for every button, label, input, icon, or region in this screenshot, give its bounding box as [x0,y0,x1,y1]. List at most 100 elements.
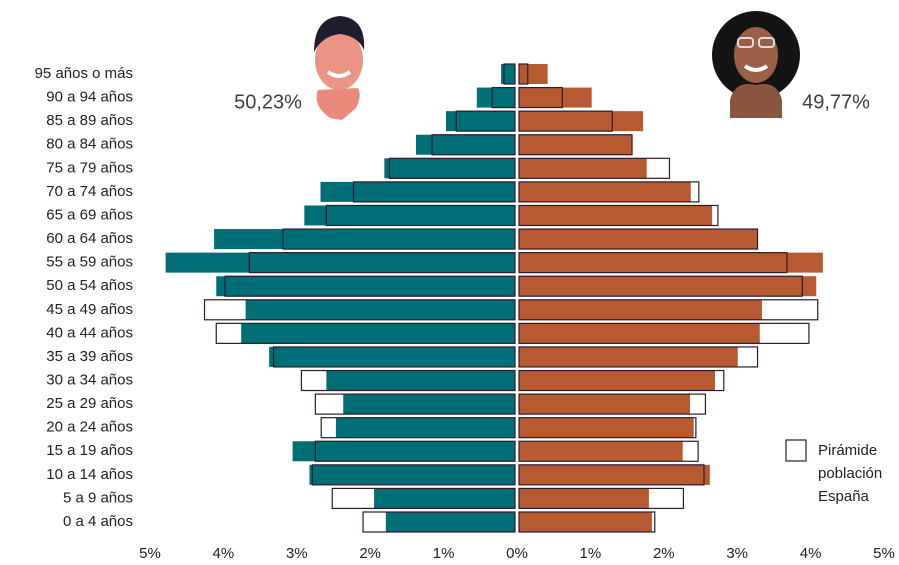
reference-outline [518,157,671,179]
bar [519,64,548,84]
reference-outline [518,252,788,274]
bar [519,276,817,297]
annotation: 50,23% [234,91,302,113]
category-label: 95 años o más [35,65,133,82]
category-label: 0 a 4 años [63,513,133,530]
bar [309,464,515,485]
bar [374,488,515,509]
bar [519,205,713,226]
reference-outline [431,134,516,156]
bar [519,87,592,108]
bar [519,394,691,415]
category-label: 55 a 59 años [46,254,133,271]
bar [519,464,710,485]
bar [216,276,515,297]
reference-outline [518,346,759,368]
category-label: 65 a 69 años [46,206,133,223]
reference-outline [320,417,516,439]
category-label: 75 a 79 años [46,159,133,176]
reference-outline [491,86,516,109]
bar [519,299,762,320]
x-tick-label: 4% [213,545,235,562]
reference-outline [518,369,725,392]
bar [519,229,758,250]
reference-outline [518,63,529,85]
bar [335,417,515,438]
bar [214,229,515,250]
category-label: 80 a 84 años [46,136,133,153]
reference-outline [518,110,613,132]
reference-outline [311,464,516,486]
reference-outline [362,511,516,533]
reference-outline [325,204,516,227]
reference-outline [518,322,810,344]
bar [292,441,515,462]
bar [519,512,652,532]
man-icon [314,16,365,120]
reference-outline [352,181,516,203]
bar [519,252,823,273]
bar [269,346,515,367]
reference-outline [518,440,699,462]
reference-outline [282,228,516,250]
x-tick-label: 2% [359,545,381,562]
category-label: 20 a 24 años [46,419,133,436]
reference-outline [518,511,656,533]
bar [326,370,515,391]
bar [245,299,515,320]
reference-outline [518,204,719,227]
reference-outline [518,275,803,297]
category-label: 25 a 29 años [46,395,133,412]
reference-outline [388,157,516,179]
bar [241,323,515,344]
reference-outline [331,487,516,510]
reference-outline [272,346,516,368]
legend-label: Pirámide población España [818,442,883,505]
x-tick-label: 5% [873,545,895,562]
bar [415,134,515,155]
reference-outline [203,299,516,321]
reference-outline [224,275,516,297]
reference-outline [300,369,516,392]
x-tick-label: 4% [800,545,822,562]
category-label: 40 a 44 años [46,324,133,341]
category-label: 15 a 19 años [46,442,133,459]
reference-outline [518,417,697,439]
category-label: 70 a 74 años [46,183,133,200]
bar [320,181,515,202]
category-label: 50 a 54 años [46,277,133,294]
reference-outline [248,252,516,274]
bar [385,512,515,532]
bar [519,323,760,344]
reference-outline [518,464,705,486]
bar [519,181,691,202]
category-label: 60 a 64 años [46,230,133,247]
category-label: 35 a 39 años [46,348,133,365]
reference-outline [518,487,685,510]
reference-outline [518,86,563,109]
category-label: 90 a 94 años [46,89,133,106]
bar [446,111,515,132]
x-tick-label: 1% [433,545,455,562]
bar [519,158,647,179]
bar [519,346,738,367]
bar [304,205,515,226]
reference-outline [518,181,700,203]
bar [519,370,715,391]
x-tick-label: 2% [653,545,675,562]
category-label: 85 a 89 años [46,112,133,129]
bar [384,158,515,179]
category-label: 10 a 14 años [46,466,133,483]
reference-outline [314,393,516,415]
x-tick-label: 5% [139,545,161,562]
reference-outline [215,322,516,344]
reference-outline [518,393,707,415]
reference-outline [503,63,516,85]
annotation: 49,77% [802,91,870,113]
reference-outline [314,440,516,462]
bar [519,134,633,155]
bar [519,111,644,132]
category-label: 30 a 34 años [46,371,133,388]
